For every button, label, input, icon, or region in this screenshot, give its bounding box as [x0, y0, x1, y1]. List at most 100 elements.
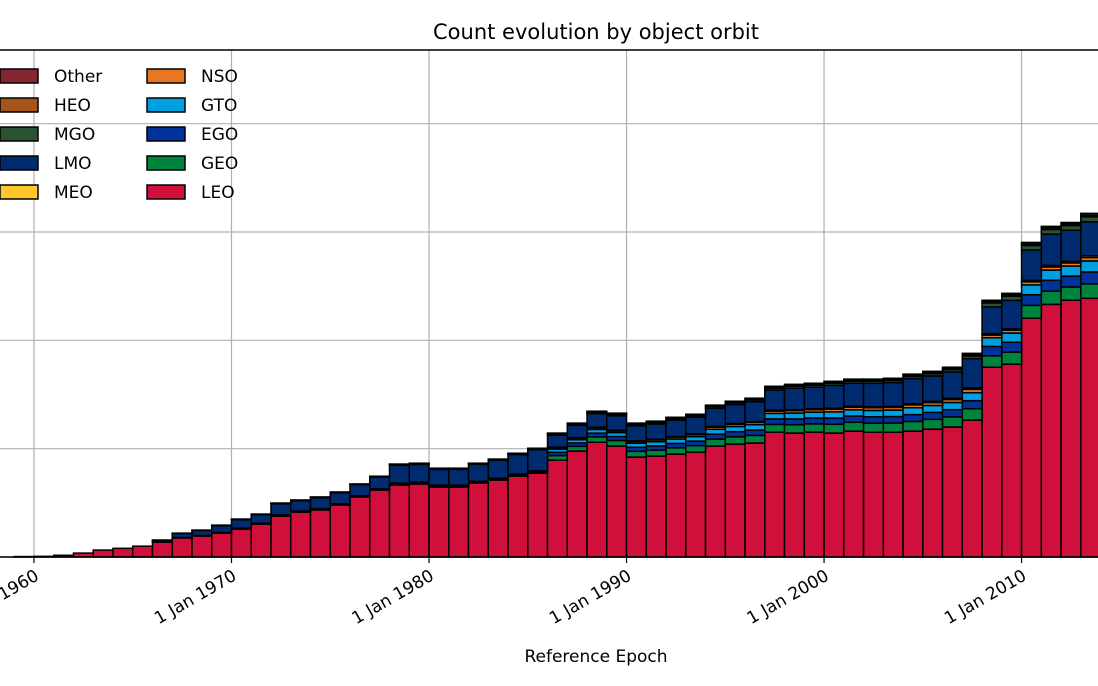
bar-segment	[783, 383, 806, 387]
bar-segment	[1020, 241, 1043, 245]
bar-segment	[388, 464, 411, 484]
bar-segment	[941, 426, 964, 558]
bar-segment	[1060, 275, 1082, 288]
bar-segment	[1040, 269, 1062, 281]
bar-segment	[467, 482, 490, 558]
legend-swatch	[0, 126, 39, 142]
bar-segment	[862, 416, 885, 424]
bar-segment	[1040, 279, 1062, 292]
legend-swatch	[0, 155, 39, 171]
legend-label: GEO	[201, 154, 238, 174]
bar-segment	[704, 407, 727, 428]
bar-segment	[744, 442, 766, 558]
bar-segment	[882, 377, 904, 381]
bar-segment	[882, 415, 904, 424]
bar-segment	[645, 423, 667, 441]
bar-segment	[1020, 284, 1043, 296]
bar-segment	[1020, 293, 1043, 307]
bar-segment	[764, 412, 786, 420]
bar-segment	[1060, 221, 1082, 225]
bar-segment	[783, 432, 806, 558]
bar-segment	[1080, 283, 1098, 300]
bar-segment	[803, 382, 825, 386]
bar-segment	[882, 422, 904, 433]
bar-segment	[981, 345, 1003, 357]
bar-segment	[349, 496, 371, 558]
bar-segment	[369, 489, 391, 558]
bar-segment	[625, 456, 648, 558]
bar-segment	[823, 411, 845, 419]
bar-segment	[981, 366, 1003, 558]
bar-segment	[961, 391, 983, 402]
bar-segment	[210, 532, 233, 558]
bar-segment	[606, 445, 628, 558]
bar-segment	[823, 423, 845, 434]
bar-segment	[843, 421, 865, 432]
bar-segment	[210, 524, 233, 534]
bar-segment	[862, 382, 885, 408]
bar-segment	[783, 387, 806, 411]
bar-segment	[230, 518, 252, 529]
bar-segment	[922, 375, 944, 403]
bar-segment	[922, 418, 944, 430]
bar-segment	[448, 468, 470, 487]
bar-segment	[606, 439, 628, 447]
bar-segment	[645, 449, 667, 457]
bar-segment	[783, 412, 806, 420]
bar-segment	[764, 385, 786, 388]
bar-segment	[1001, 292, 1023, 296]
bar-segment	[665, 416, 687, 419]
bar-segment	[724, 430, 746, 438]
bar-segment	[902, 406, 924, 416]
bar-segment	[724, 436, 746, 445]
x-tick-label: 1 Jan 1970	[151, 566, 240, 629]
bar-segment	[862, 431, 885, 558]
bar-segment	[981, 306, 1003, 335]
bar-segment	[823, 432, 845, 558]
bar-segment	[744, 397, 766, 400]
x-tick-label: 1 Jan 2010	[941, 566, 1030, 629]
bar-segment	[1080, 221, 1098, 257]
bar-segment	[685, 413, 707, 416]
bar-segment	[1001, 332, 1023, 343]
bar-segment	[250, 523, 272, 558]
bar-segment	[388, 484, 411, 558]
bar-segment	[704, 404, 727, 407]
bar-segment	[803, 423, 825, 433]
bar-segment	[1080, 212, 1098, 216]
legend-label: LMO	[54, 154, 92, 174]
bar-segment	[981, 355, 1003, 368]
bar-segment	[1060, 265, 1082, 277]
x-tick-label: 1 Jan 1990	[546, 566, 635, 629]
bar-segment	[625, 425, 648, 442]
bar-segment	[704, 438, 727, 447]
bar-segment	[981, 336, 1003, 348]
x-axis-label: Reference Epoch	[524, 647, 667, 667]
bar-segment	[645, 455, 667, 558]
bar-segment	[882, 431, 904, 558]
bar-segment	[349, 484, 371, 497]
bar-segment	[704, 445, 727, 558]
bar-segment	[527, 448, 549, 472]
bar-segment	[250, 513, 272, 524]
bar-segment	[1080, 271, 1098, 285]
bar-segment	[862, 378, 885, 381]
bar-segment	[1020, 304, 1043, 319]
bar-segment	[1040, 290, 1062, 306]
bar-segment	[783, 418, 806, 426]
bar-segment	[131, 545, 154, 558]
bar-segment	[744, 423, 766, 431]
bar-segment	[566, 450, 588, 558]
bar-segment	[1060, 299, 1082, 558]
x-tick-label: 1 Jan 1960	[0, 566, 42, 629]
bar-segment	[1080, 260, 1098, 273]
bar-segment	[665, 453, 687, 558]
x-tick-label: 1 Jan 1980	[349, 566, 438, 629]
bar-segment	[606, 412, 628, 415]
bar-segment	[408, 483, 430, 558]
bar-segment	[1080, 216, 1098, 223]
legend-label: EGO	[201, 125, 238, 145]
legend-swatch	[0, 68, 39, 84]
bar-segment	[270, 515, 292, 558]
bar-segment	[882, 381, 904, 408]
